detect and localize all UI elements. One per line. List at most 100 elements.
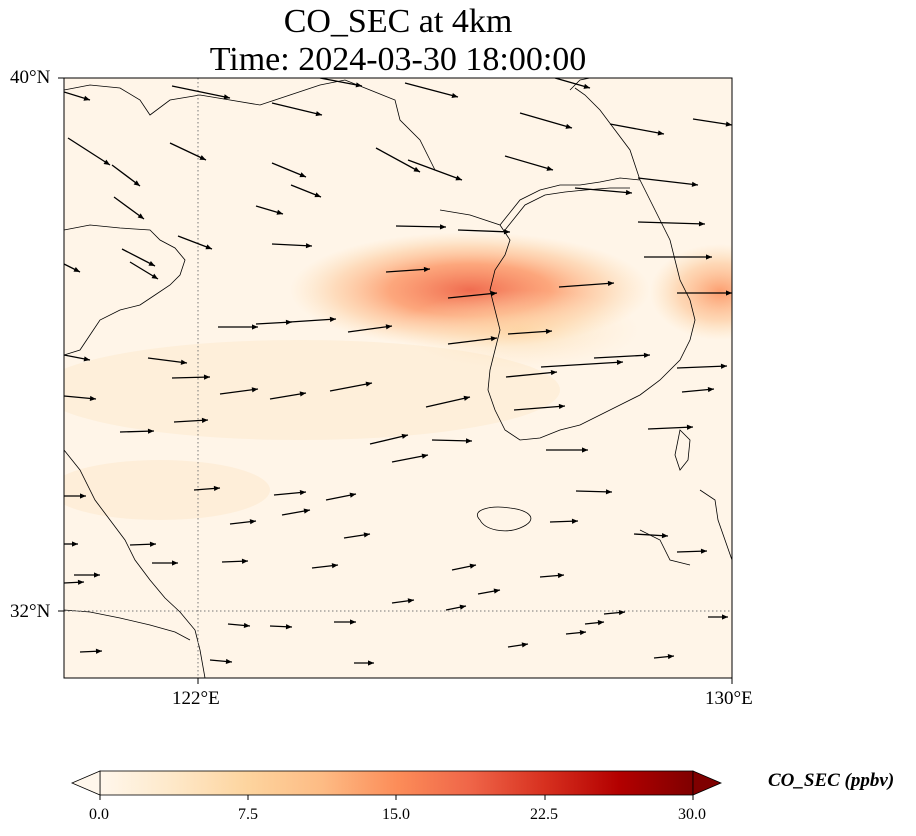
wind-vector-head — [199, 155, 206, 160]
wind-vector-shaft — [431, 439, 473, 442]
wind-vector-head — [557, 572, 564, 579]
wind-vector-shaft — [574, 187, 633, 194]
colorbar-tick-15: 15.0 — [382, 806, 410, 823]
wind-vector-head — [95, 648, 102, 654]
wind-vector-shaft — [395, 225, 447, 228]
wind-vector-shaft — [369, 434, 409, 445]
wind-vector-head — [349, 492, 356, 498]
wind-vector-head — [616, 359, 623, 365]
wind-vector-head — [249, 519, 256, 525]
wind-vector-head — [331, 563, 338, 569]
low-concentration-band — [64, 340, 560, 440]
wind-vector-head — [72, 541, 78, 547]
wind-vector-shaft — [271, 102, 323, 116]
wind-vector-head — [657, 130, 664, 136]
wind-vector-head — [407, 598, 414, 604]
wind-vector-head — [368, 660, 374, 666]
plot-title-line1: CO_SEC at 4km — [283, 3, 513, 40]
wind-vector-shaft — [67, 137, 111, 166]
plot-title-line2: Time: 2024-03-30 18:00:00 — [209, 41, 587, 78]
wind-vector-shaft — [504, 155, 554, 171]
wind-vector-head — [151, 273, 158, 279]
wind-vector-head — [413, 166, 420, 172]
wind-vector-shaft — [289, 318, 337, 323]
wind-vector-shaft — [447, 337, 498, 345]
wind-vector-field — [64, 78, 732, 666]
wind-vector-head — [251, 387, 258, 393]
wind-vector-head — [355, 82, 362, 88]
wind-vector-head — [597, 620, 604, 626]
wind-vector-shaft — [269, 392, 307, 400]
colorbar-tick-30: 30.0 — [678, 806, 706, 823]
wind-vector-shaft — [391, 454, 429, 463]
wind-vector-head — [385, 324, 392, 330]
wind-vector-head — [698, 221, 705, 227]
wind-vector-head — [725, 121, 732, 127]
wind-vector-shaft — [425, 396, 471, 408]
wind-vector-shaft — [171, 376, 211, 379]
wind-vector-head — [463, 395, 470, 401]
wind-vector-head — [700, 548, 707, 554]
wind-vector-shaft — [113, 196, 145, 220]
wind-vector-shaft — [647, 426, 694, 430]
wind-vector-head — [521, 642, 528, 648]
wind-vector-shaft — [169, 142, 207, 161]
lon-label-122E: 122°E — [172, 688, 220, 709]
wind-vector-shaft — [404, 82, 459, 98]
lon-label-130E: 130°E — [705, 688, 753, 709]
wind-vector-head — [558, 403, 565, 410]
wind-vector-head — [579, 630, 586, 636]
wind-vector-head — [80, 493, 86, 499]
wind-vector-head — [439, 224, 446, 230]
wind-vector-shaft — [676, 365, 728, 369]
wind-vector-shaft — [575, 490, 613, 493]
wind-vector-shaft — [637, 177, 699, 186]
wind-vector-head — [73, 266, 80, 272]
wind-vector-head — [299, 489, 306, 496]
wind-vector-head — [722, 614, 728, 620]
wind-vector-head — [83, 356, 90, 362]
colorbar-extend-low — [70, 770, 101, 796]
wind-vector-head — [686, 424, 693, 430]
wind-vector-head — [148, 260, 155, 266]
wind-vector-head — [565, 123, 572, 129]
wind-vector-head — [583, 83, 590, 89]
wind-vector-head — [225, 658, 232, 665]
wind-vector-shaft — [505, 371, 558, 378]
wind-vector-head — [77, 579, 84, 585]
wind-vector-head — [149, 541, 156, 547]
wind-vector-head — [94, 572, 100, 578]
wind-vector-head — [661, 533, 668, 539]
lat-label-40N: 40°N — [10, 67, 51, 88]
wind-vector-shaft — [609, 123, 665, 135]
wind-vector-head — [365, 381, 372, 387]
wind-vector-head — [276, 209, 283, 215]
wind-vector-head — [103, 159, 110, 165]
colorbar-tick-7.5: 7.5 — [238, 806, 258, 823]
wind-vector-shaft — [319, 78, 363, 87]
wind-vector-head — [707, 386, 714, 393]
wind-vector-head — [223, 94, 230, 100]
wind-vector-head — [363, 532, 370, 538]
colorbar-title: CO_SEC (ppbv) — [768, 770, 895, 791]
wind-vector-head — [299, 172, 306, 178]
wind-vector-head — [493, 588, 500, 594]
wind-vector-head — [459, 604, 466, 610]
wind-vector-head — [203, 374, 210, 380]
wind-vector-head — [180, 359, 187, 365]
wind-vector-head — [285, 624, 292, 630]
wind-vector-head — [545, 328, 552, 335]
wind-vector-shaft — [219, 388, 259, 395]
wind-vector-shaft — [147, 357, 188, 364]
wind-vector-head — [550, 369, 557, 376]
wind-vector-shaft — [121, 248, 156, 267]
wind-vector-shaft — [519, 112, 573, 129]
wind-vector-shaft — [637, 221, 706, 225]
colorbar-tick-0: 0.0 — [89, 806, 109, 823]
wind-vector-head — [643, 352, 650, 358]
wind-vector-head — [350, 619, 356, 625]
wind-vector-head — [706, 254, 712, 260]
wind-vector-head — [720, 363, 727, 369]
wind-vector-head — [83, 95, 90, 101]
